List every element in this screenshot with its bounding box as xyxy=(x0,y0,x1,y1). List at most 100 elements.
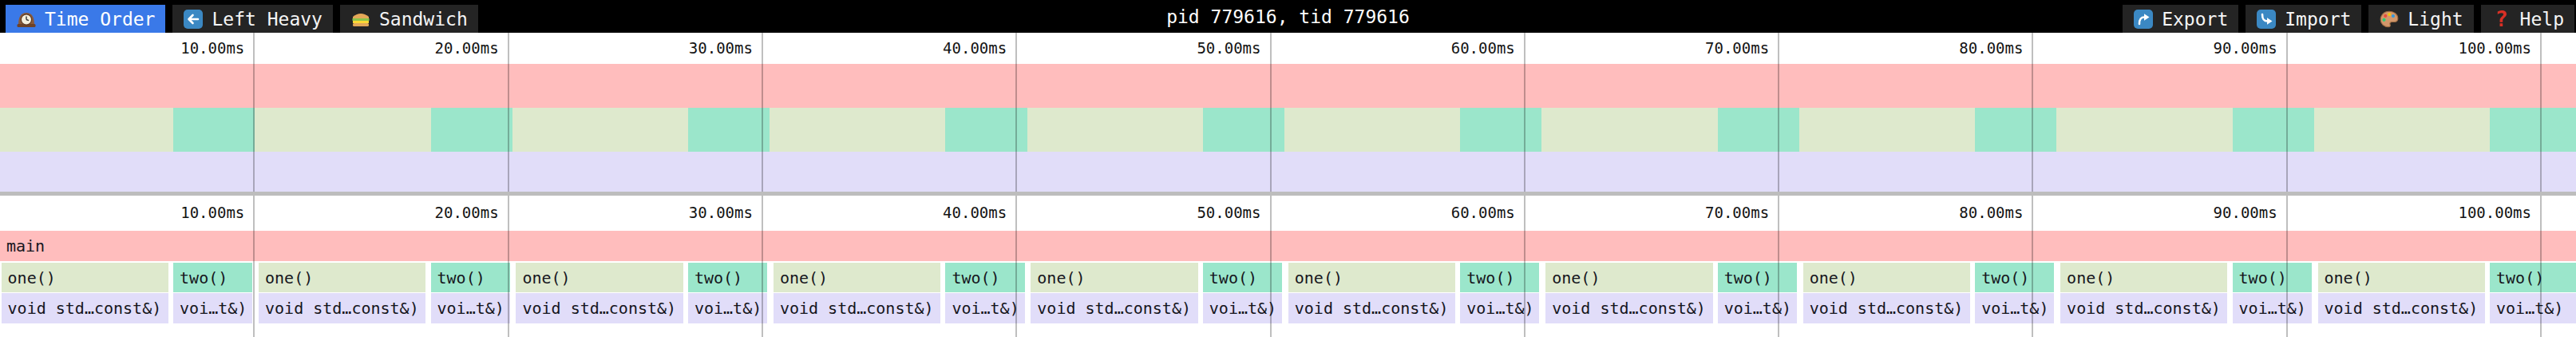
theme-toggle-button[interactable]: Light xyxy=(2368,5,2473,33)
frame-block[interactable]: one() xyxy=(2318,263,2485,292)
time-tick-label: 20.00ms xyxy=(339,40,499,57)
grid-line xyxy=(253,33,255,192)
time-tick-label: 60.00ms xyxy=(1355,40,1515,57)
frame-block[interactable]: main xyxy=(0,231,2576,261)
action-label: Import xyxy=(2285,9,2351,30)
frame-block[interactable]: one() xyxy=(1288,263,1455,292)
minimap-segment xyxy=(431,108,512,152)
tab-sandwich[interactable]: Sandwich xyxy=(340,5,478,33)
frame-block[interactable]: one() xyxy=(2060,263,2227,292)
frame-block[interactable]: void std…const&) xyxy=(1288,293,1455,323)
flamechart: mainone()two()one()two()one()two()one()t… xyxy=(0,196,2576,337)
grid-line xyxy=(1524,33,1525,192)
time-tick-label: 30.00ms xyxy=(593,40,753,57)
grid-line xyxy=(762,33,763,192)
frame-block[interactable]: void std…const&) xyxy=(774,293,940,323)
tab-time-order[interactable]: Time Order xyxy=(6,5,165,33)
frame-block[interactable]: one() xyxy=(1545,263,1712,292)
frame-block[interactable]: voi…t&) xyxy=(945,293,1024,323)
frame-block[interactable]: one() xyxy=(259,263,425,292)
frame-block[interactable]: two() xyxy=(2233,263,2312,292)
frame-block[interactable]: one() xyxy=(774,263,940,292)
import-icon xyxy=(2256,9,2277,30)
frame-block[interactable]: two() xyxy=(431,263,510,292)
frame-block[interactable]: two() xyxy=(945,263,1024,292)
frame-block[interactable]: voi…t&) xyxy=(688,293,767,323)
grid-line xyxy=(1015,33,1017,192)
sandwich-icon xyxy=(350,9,371,30)
frame-block[interactable]: two() xyxy=(1975,263,2054,292)
arrow-left-icon xyxy=(183,9,204,30)
grid-line xyxy=(2540,196,2542,337)
time-tick-label: 70.00ms xyxy=(1609,204,1769,221)
frame-block[interactable]: two() xyxy=(173,263,252,292)
minimap-band-std-frames xyxy=(0,152,2576,192)
frame-block[interactable]: voi…t&) xyxy=(1975,293,2054,323)
time-tick-label: 60.00ms xyxy=(1355,204,1515,221)
import-button[interactable]: Import xyxy=(2246,5,2361,33)
frame-block[interactable]: void std…const&) xyxy=(1545,293,1712,323)
minimap-band-one-two xyxy=(0,108,2576,152)
palette-icon xyxy=(2379,9,2400,30)
frame-block[interactable]: void std…const&) xyxy=(2060,293,2227,323)
minimap-segment xyxy=(1203,108,1284,152)
frame-block[interactable]: void std…const&) xyxy=(516,293,683,323)
frame-block[interactable]: two() xyxy=(1460,263,1539,292)
time-tick-label: 40.00ms xyxy=(847,204,1007,221)
frame-block[interactable]: two() xyxy=(1718,263,1797,292)
grid-line xyxy=(762,196,763,337)
frame-block[interactable]: voi…t&) xyxy=(1718,293,1797,323)
frame-block[interactable]: one() xyxy=(516,263,683,292)
grid-line xyxy=(2032,196,2033,337)
frame-block[interactable]: voi…t&) xyxy=(431,293,510,323)
minimap-segment xyxy=(173,108,255,152)
time-tick-label: 40.00ms xyxy=(847,40,1007,57)
grid-line xyxy=(1778,33,1779,192)
help-button[interactable]: ? Help xyxy=(2481,5,2574,33)
frame-block[interactable]: one() xyxy=(1031,263,1197,292)
action-label: Light xyxy=(2408,9,2463,30)
export-icon xyxy=(2133,9,2154,30)
export-button[interactable]: Export xyxy=(2123,5,2238,33)
frame-block[interactable]: void std…const&) xyxy=(1803,293,1970,323)
minimap-segment xyxy=(1460,108,1541,152)
frame-block[interactable]: voi…t&) xyxy=(2233,293,2312,323)
minimap-segment xyxy=(2233,108,2314,152)
frame-block[interactable]: void std…const&) xyxy=(1031,293,1197,323)
minimap[interactable]: 10.00ms 20.00ms 30.00ms 40.00ms 50.00ms 60.00… xyxy=(0,33,2576,192)
time-tick-label: 80.00ms xyxy=(1863,40,2023,57)
frame-block[interactable]: two() xyxy=(2490,263,2576,292)
question-mark-icon: ? xyxy=(2491,9,2512,30)
time-tick-label: 50.00ms xyxy=(1102,40,1261,57)
time-tick-label: 90.00ms xyxy=(2118,204,2277,221)
frame-block[interactable]: void std…const&) xyxy=(259,293,425,323)
grid-line xyxy=(1524,196,1525,337)
tab-left-heavy[interactable]: Left Heavy xyxy=(172,5,332,33)
time-tick-label: 90.00ms xyxy=(2118,40,2277,57)
minimap-segment xyxy=(688,108,770,152)
frame-block[interactable]: one() xyxy=(2,263,168,292)
frame-block[interactable]: one() xyxy=(1803,263,1970,292)
grid-line xyxy=(2540,33,2542,192)
frame-block[interactable]: void std…const&) xyxy=(2,293,168,323)
grid-line xyxy=(1015,196,1017,337)
grid-line xyxy=(253,196,255,337)
time-tick-label: 50.00ms xyxy=(1102,204,1261,221)
frame-block[interactable]: two() xyxy=(688,263,767,292)
frame-block[interactable]: voi…t&) xyxy=(2490,293,2576,323)
frame-block[interactable]: void std…const&) xyxy=(2318,293,2485,323)
action-label: Export xyxy=(2162,9,2228,30)
frame-block[interactable]: voi…t&) xyxy=(1460,293,1539,323)
grid-line xyxy=(1778,196,1779,337)
time-tick-label: 10.00ms xyxy=(85,40,244,57)
grid-line xyxy=(508,33,509,192)
time-tick-label: 100.00ms xyxy=(2372,204,2531,221)
tab-label: Sandwich xyxy=(379,9,468,30)
speedscope-app: Time Order Left Heavy xyxy=(0,0,2576,337)
clock-icon xyxy=(16,9,37,30)
frame-block[interactable]: voi…t&) xyxy=(173,293,252,323)
grid-line xyxy=(1270,196,1272,337)
minimap-segment xyxy=(1718,108,1799,152)
time-tick-label: 20.00ms xyxy=(339,204,499,221)
grid-line xyxy=(2032,33,2033,192)
